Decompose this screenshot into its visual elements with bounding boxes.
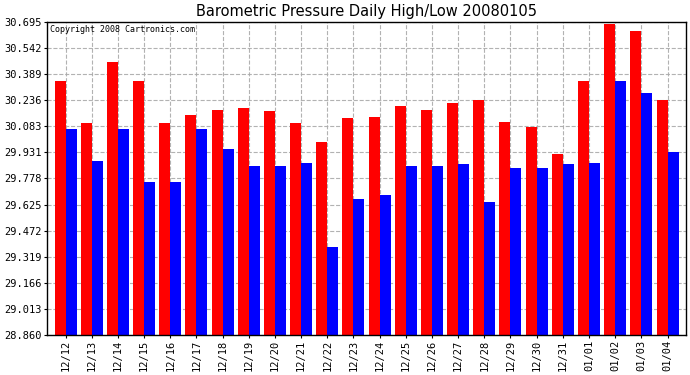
Bar (406, 166, 417, 335)
Bar (212, 110, 223, 335)
Bar (301, 163, 312, 335)
Bar (92, 161, 103, 335)
Bar (170, 182, 181, 335)
Bar (447, 103, 458, 335)
Bar (589, 163, 600, 335)
Bar (380, 195, 391, 335)
Bar (81, 123, 92, 335)
Bar (552, 154, 563, 335)
Bar (500, 122, 511, 335)
Bar (249, 166, 259, 335)
Bar (656, 99, 667, 335)
Bar (458, 165, 469, 335)
Bar (133, 81, 144, 335)
Bar (432, 166, 443, 335)
Bar (563, 165, 574, 335)
Bar (641, 93, 652, 335)
Title: Barometric Pressure Daily High/Low 20080105: Barometric Pressure Daily High/Low 20080… (196, 4, 537, 19)
Bar (264, 111, 275, 335)
Bar (395, 106, 406, 335)
Bar (55, 81, 66, 335)
Bar (159, 123, 170, 335)
Bar (578, 81, 589, 335)
Bar (526, 127, 537, 335)
Bar (144, 182, 155, 335)
Text: Copyright 2008 Cartronics.com: Copyright 2008 Cartronics.com (50, 25, 195, 34)
Bar (615, 81, 626, 335)
Bar (353, 199, 364, 335)
Bar (511, 168, 522, 335)
Bar (484, 202, 495, 335)
Bar (238, 108, 249, 335)
Bar (66, 129, 77, 335)
Bar (327, 246, 338, 335)
Bar (421, 110, 432, 335)
Bar (186, 115, 197, 335)
Bar (604, 24, 615, 335)
Bar (316, 142, 327, 335)
Bar (197, 129, 208, 335)
Bar (667, 153, 678, 335)
Bar (342, 118, 353, 335)
Bar (368, 117, 380, 335)
Bar (537, 168, 548, 335)
Bar (223, 149, 234, 335)
Bar (118, 129, 129, 335)
Bar (107, 62, 118, 335)
Bar (473, 99, 484, 335)
Bar (631, 31, 641, 335)
Bar (275, 166, 286, 335)
Bar (290, 123, 301, 335)
